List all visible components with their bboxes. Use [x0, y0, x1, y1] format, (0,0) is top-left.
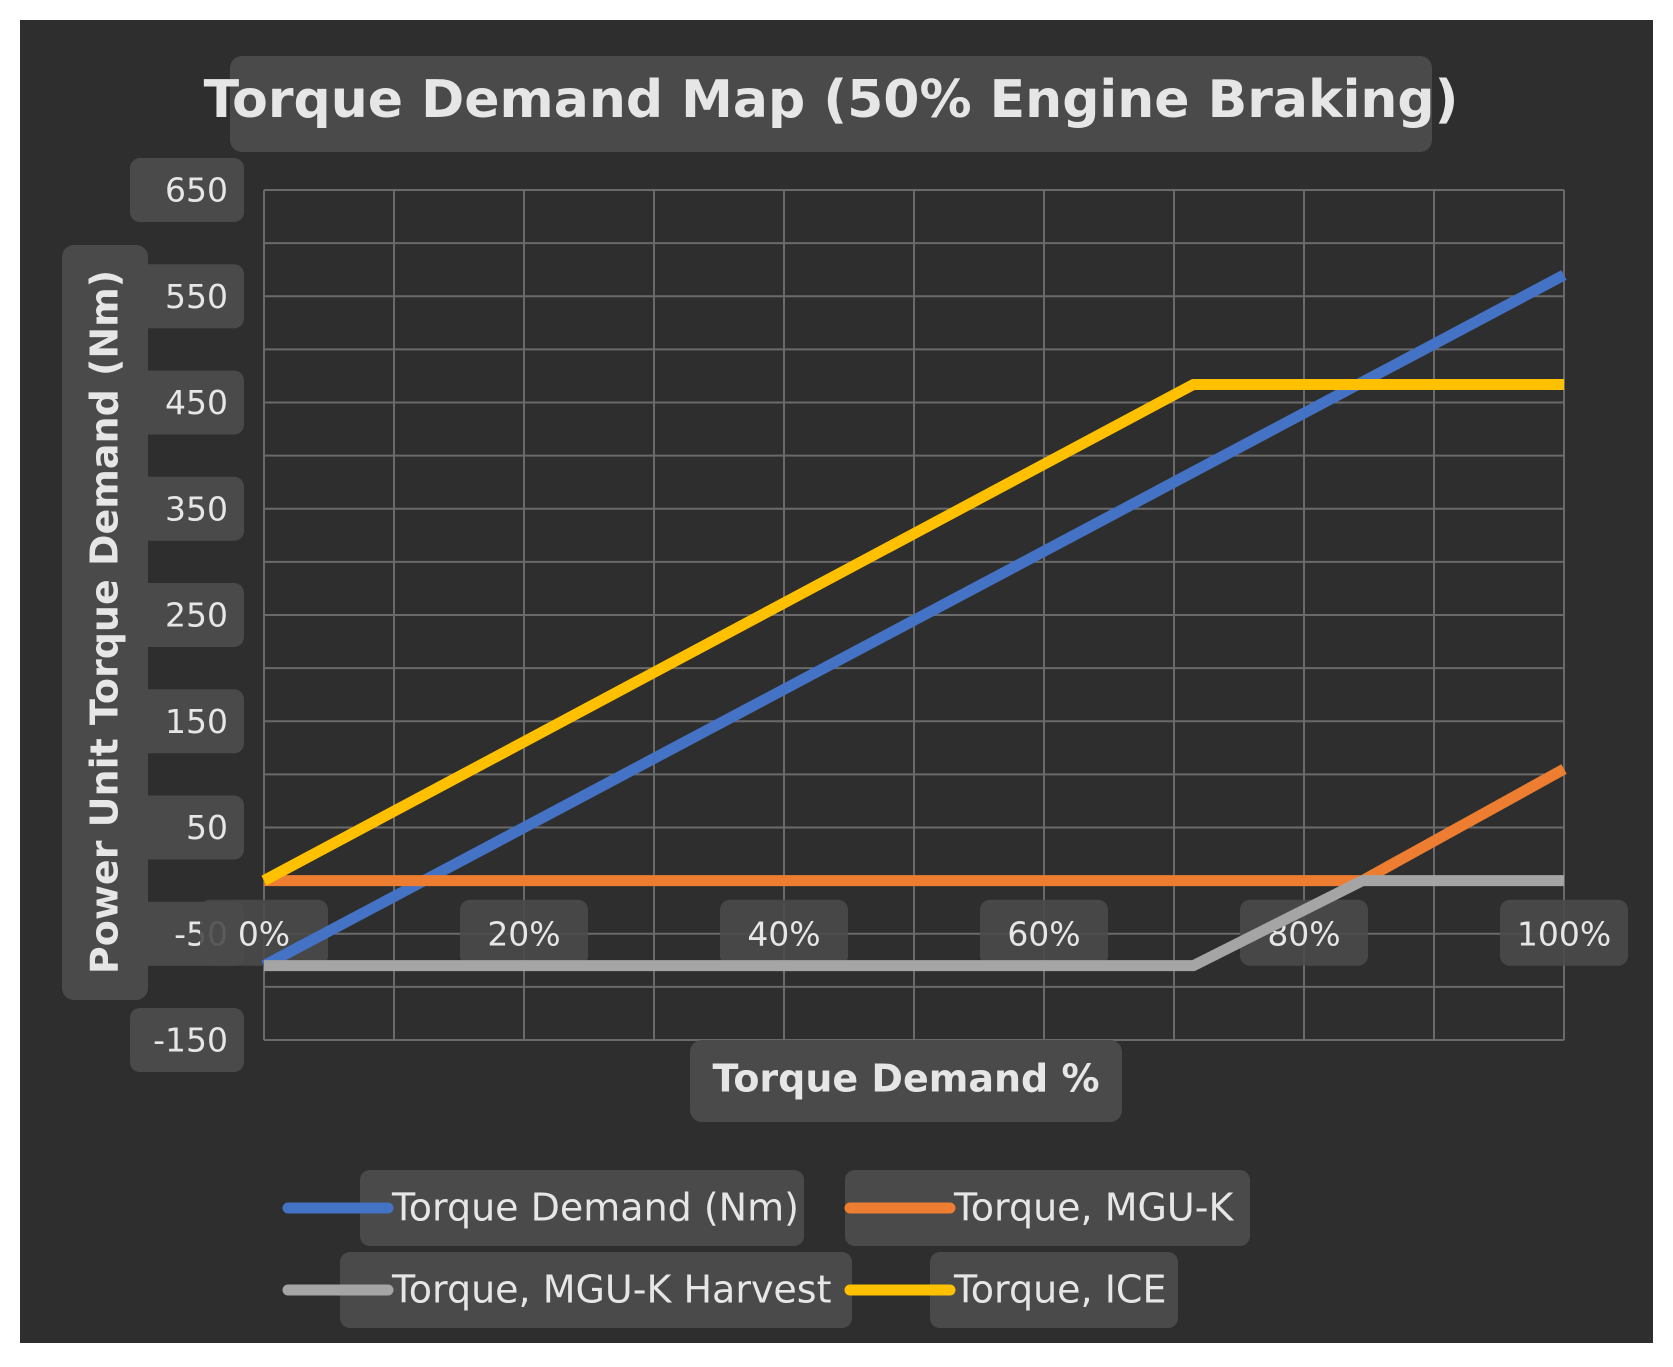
y-tick-label-box	[130, 370, 244, 435]
chart-area-background	[20, 20, 1653, 1343]
legend-label: Torque Demand (Nm)	[391, 1186, 799, 1230]
legend-label: Torque, ICE	[953, 1268, 1166, 1312]
x-tick-label-box	[1240, 899, 1368, 966]
legend: Torque Demand (Nm) Torque, MGU-K Torque, M…	[282, 1170, 1250, 1328]
x-tick-label-box	[980, 899, 1108, 966]
y-tick-label-box	[130, 1008, 244, 1072]
x-tick-label: 40%	[747, 914, 820, 953]
legend-item-box	[930, 1252, 1178, 1328]
y-tick-label-box	[130, 264, 244, 329]
x-tick-label-box	[460, 899, 588, 966]
x-tick-label: 20%	[487, 914, 560, 953]
y-tick-label: -150	[153, 1021, 228, 1060]
y-tick-label-box	[130, 476, 244, 541]
y-tick-label: 350	[165, 489, 228, 528]
series-line-1	[261, 270, 1567, 971]
x-axis-title: Torque Demand %	[690, 1040, 1122, 1122]
legend-item-box	[845, 1170, 1250, 1246]
y-axis-title-box	[62, 245, 148, 1000]
y-tick-label: 650	[165, 171, 228, 210]
y-tick-label: 50	[186, 808, 228, 847]
y-tick-label: 150	[165, 702, 228, 741]
x-tick-label: 0%	[238, 914, 290, 953]
y-tick-label: 550	[165, 277, 228, 316]
legend-label: Torque, MGU-K Harvest	[391, 1268, 832, 1312]
x-axis-title-box	[690, 1040, 1122, 1122]
series-line-4	[261, 378, 1564, 886]
y-tick-label: 450	[165, 383, 228, 422]
x-axis-tick-labels: 0% 20% 40% 60% 80% 100%	[200, 899, 1628, 966]
x-tick-label: 60%	[1007, 914, 1080, 953]
x-axis-title-text: Torque Demand %	[712, 1057, 1099, 1101]
chart-title-box	[230, 56, 1432, 152]
chart-title: Torque Demand Map (50% Engine Braking)	[204, 70, 1459, 130]
y-tick-label-box	[130, 795, 244, 860]
data-series	[261, 270, 1567, 972]
legend-item-box	[360, 1170, 804, 1246]
y-tick-label-box	[130, 158, 244, 222]
y-axis-title: Power Unit Torque Demand (Nm)	[62, 245, 148, 1000]
y-tick-label-box	[130, 689, 244, 754]
x-tick-label-box	[720, 899, 848, 966]
y-tick-label-box	[130, 583, 244, 647]
y-axis-title-text: Power Unit Torque Demand (Nm)	[83, 270, 127, 974]
x-tick-label: 100%	[1517, 914, 1611, 953]
legend-item-box	[340, 1252, 852, 1328]
legend-label: Torque, MGU-K	[953, 1186, 1234, 1230]
y-tick-label: 250	[165, 596, 228, 635]
x-tick-label-box	[1500, 899, 1628, 966]
series-line-3	[264, 875, 1564, 972]
